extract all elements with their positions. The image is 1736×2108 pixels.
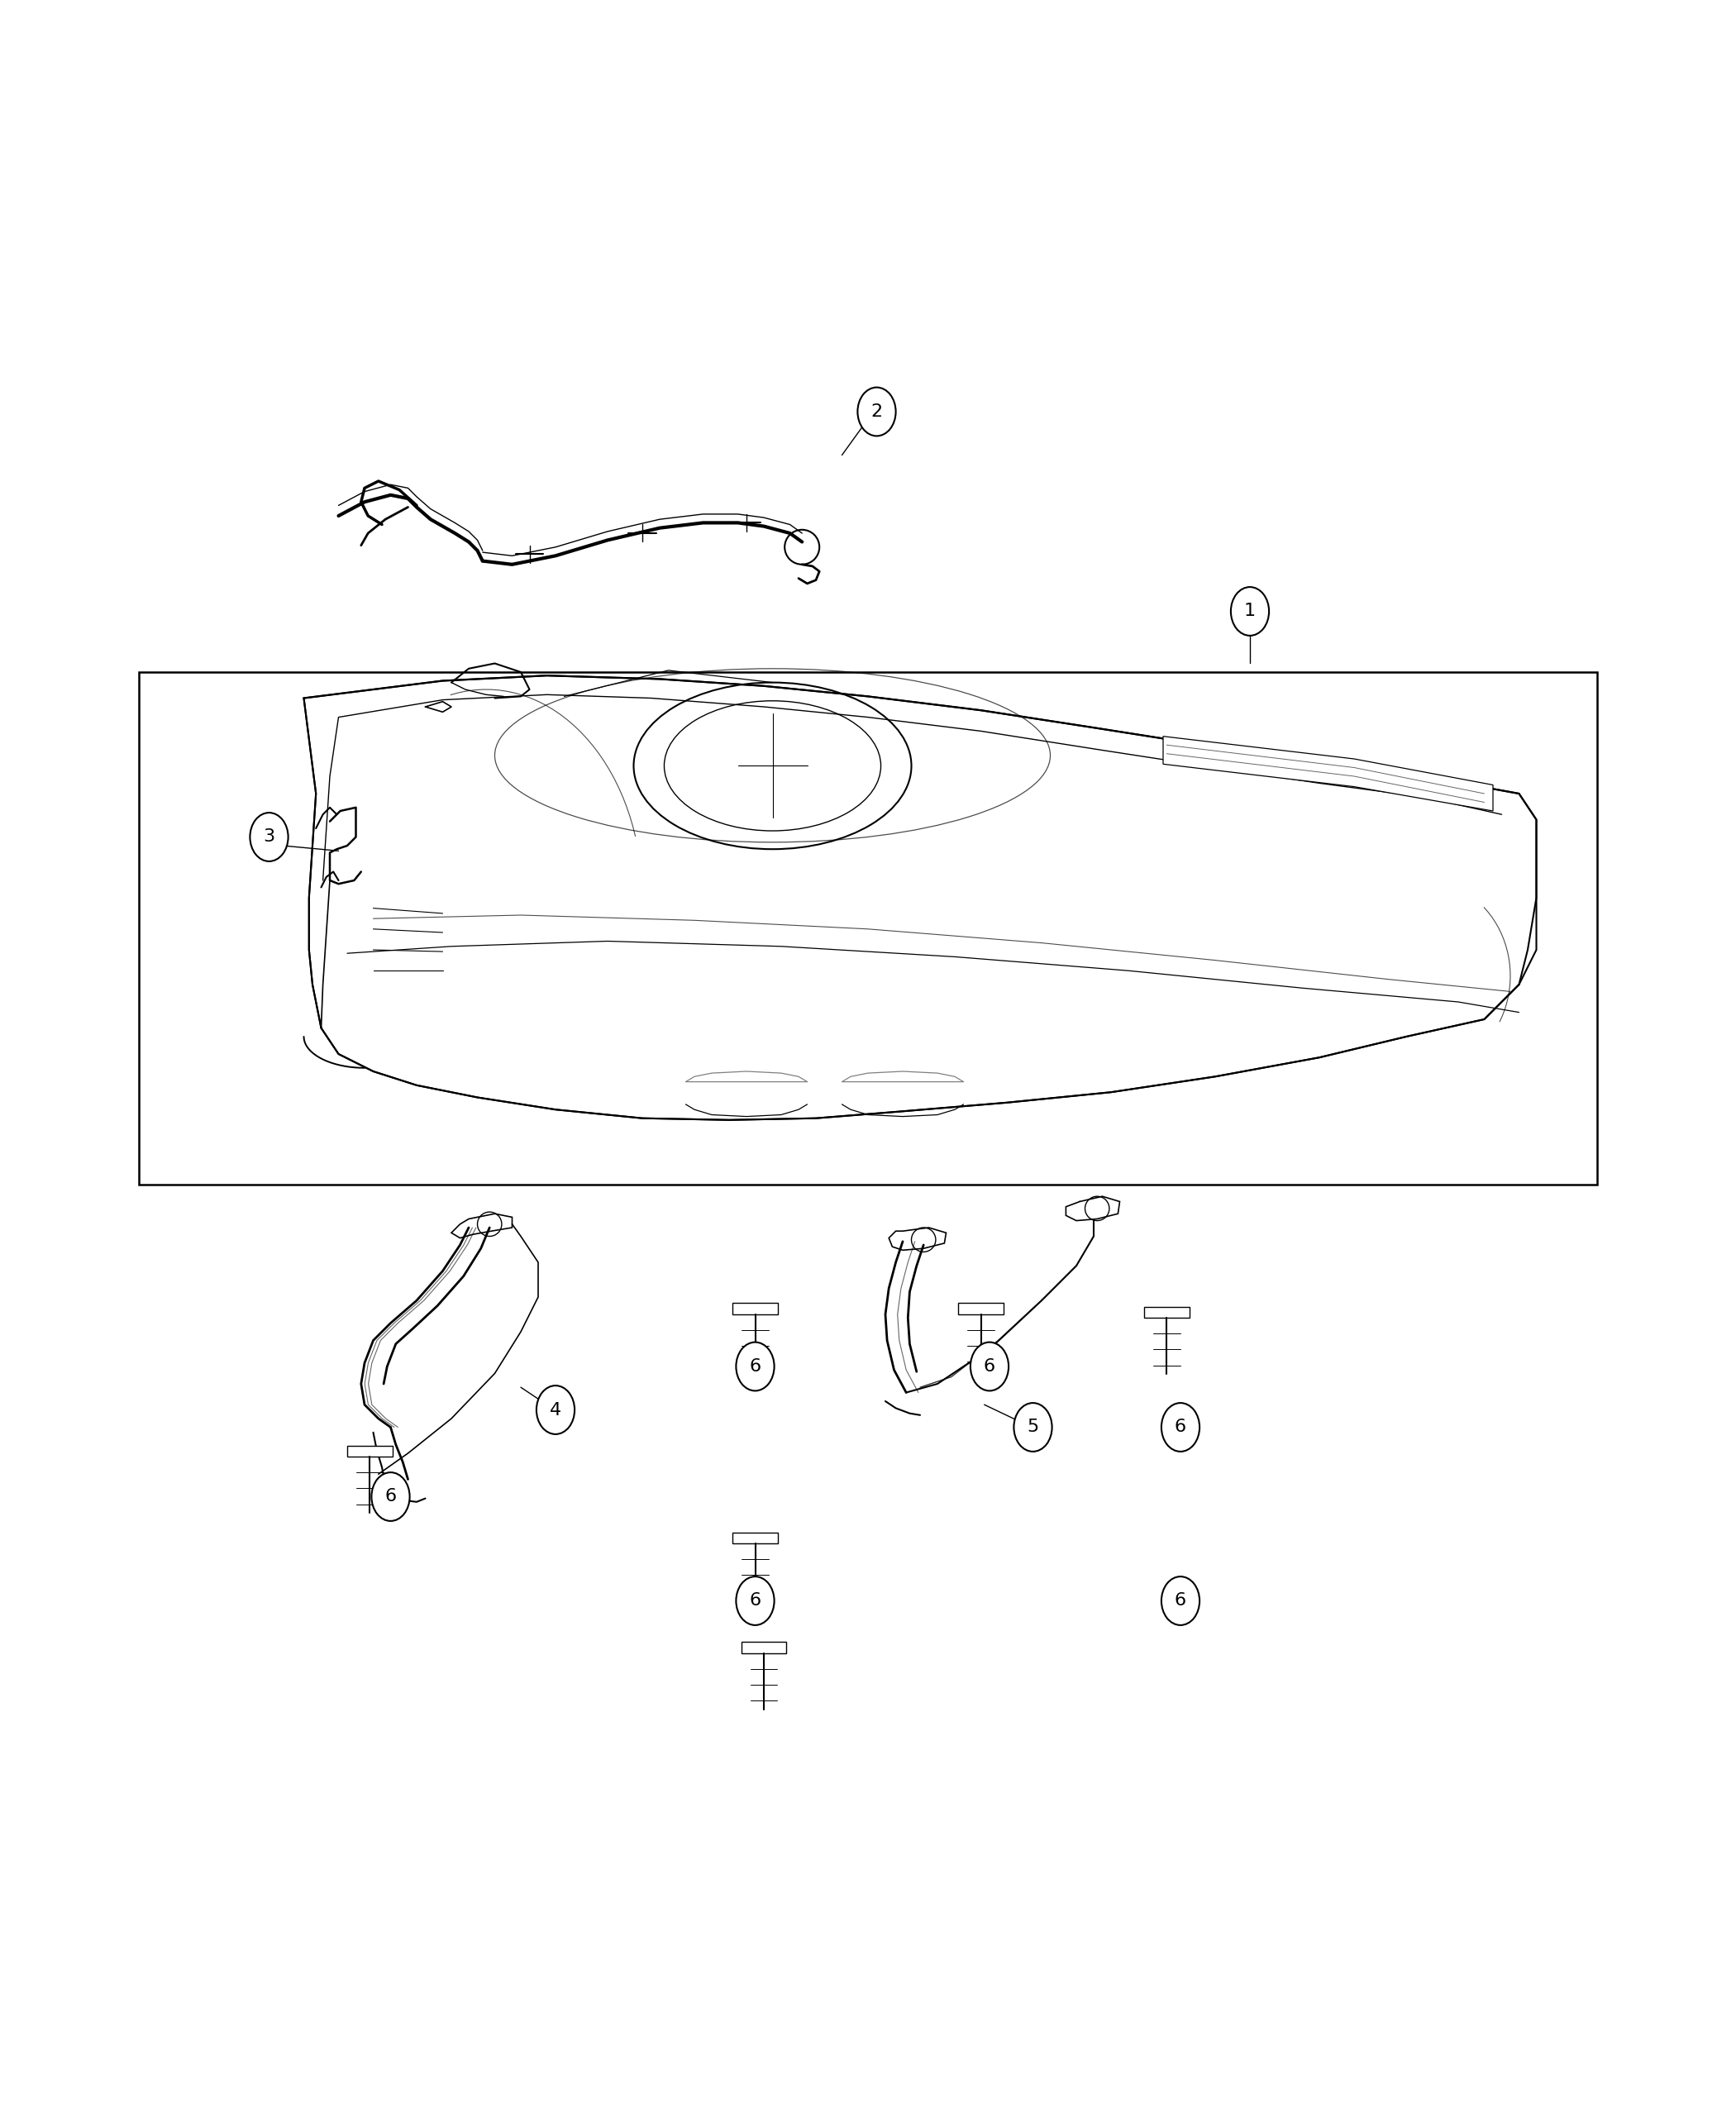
Polygon shape <box>1163 736 1493 812</box>
Ellipse shape <box>372 1471 410 1522</box>
Text: 4: 4 <box>550 1402 561 1419</box>
Bar <box>741 1642 786 1653</box>
Ellipse shape <box>736 1343 774 1391</box>
Ellipse shape <box>858 388 896 436</box>
Polygon shape <box>1066 1197 1120 1221</box>
Text: 6: 6 <box>1175 1592 1186 1608</box>
Bar <box>139 672 1597 1185</box>
Ellipse shape <box>1014 1404 1052 1452</box>
Ellipse shape <box>970 1343 1009 1391</box>
Ellipse shape <box>736 1577 774 1625</box>
Ellipse shape <box>1161 1577 1200 1625</box>
Ellipse shape <box>536 1385 575 1433</box>
Text: 3: 3 <box>264 828 274 845</box>
Bar <box>958 1303 1003 1315</box>
Ellipse shape <box>1231 586 1269 637</box>
Bar <box>733 1533 778 1543</box>
Bar <box>1144 1307 1189 1318</box>
Text: 6: 6 <box>750 1592 760 1608</box>
Text: 2: 2 <box>871 403 882 419</box>
Polygon shape <box>304 675 1536 1119</box>
Text: 1: 1 <box>1245 603 1255 620</box>
Polygon shape <box>451 1214 512 1237</box>
Text: 5: 5 <box>1028 1419 1038 1436</box>
Text: 6: 6 <box>984 1358 995 1374</box>
Ellipse shape <box>1161 1404 1200 1452</box>
Text: 6: 6 <box>1175 1419 1186 1436</box>
Text: 6: 6 <box>385 1488 396 1505</box>
Bar <box>347 1446 392 1457</box>
Text: 6: 6 <box>750 1358 760 1374</box>
Bar <box>733 1303 778 1315</box>
Ellipse shape <box>250 814 288 862</box>
Polygon shape <box>889 1227 946 1250</box>
